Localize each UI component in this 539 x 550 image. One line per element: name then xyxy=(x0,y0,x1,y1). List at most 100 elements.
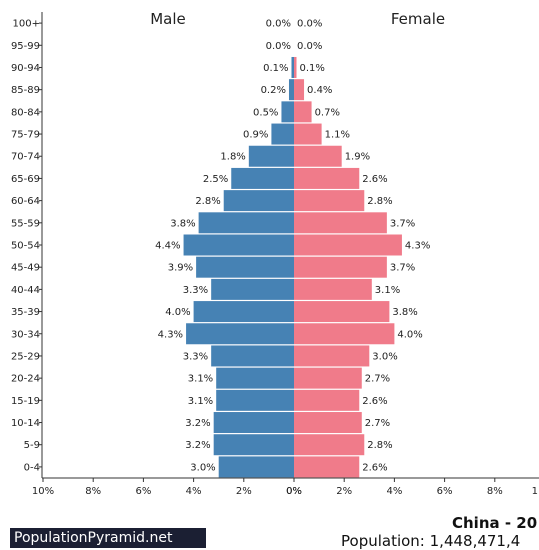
male-value-label-50-54: 4.4% xyxy=(155,241,180,252)
age-label-60-64: 60-64 xyxy=(11,196,40,207)
female-value-label-5-9: 2.8% xyxy=(367,440,392,451)
x-tick-label-right-0: 0% xyxy=(286,486,302,497)
female-bar-50-54 xyxy=(294,234,402,256)
female-bar-15-19 xyxy=(294,389,360,411)
axes-group: 10% 8% 6% 4% 2% 0%0% 2% 4% 6% 8% 1 xyxy=(32,12,539,497)
female-title: Female xyxy=(391,10,445,28)
age-label-20-24: 20-24 xyxy=(11,374,40,385)
male-bar-10-14 xyxy=(213,412,294,434)
age-label-40-44: 40-44 xyxy=(11,285,40,296)
x-tick-label-left-4: 2% xyxy=(236,486,252,497)
country-year-title: China - 20 xyxy=(452,514,538,532)
x-tick-label-right-1: 2% xyxy=(336,486,352,497)
age-label-0-4: 0-4 xyxy=(24,462,40,473)
male-bar-55-59 xyxy=(198,212,294,234)
age-label-80-84: 80-84 xyxy=(11,107,40,118)
age-label-90-94: 90-94 xyxy=(11,63,40,74)
female-value-label-80-84: 0.7% xyxy=(315,107,340,118)
female-bar-55-59 xyxy=(294,212,387,234)
female-value-label-85-89: 0.4% xyxy=(307,85,332,96)
female-bar-0-4 xyxy=(294,456,360,478)
male-value-label-5-9: 3.2% xyxy=(185,440,210,451)
age-label-75-79: 75-79 xyxy=(11,130,40,141)
female-bar-30-34 xyxy=(294,323,395,345)
female-bar-90-94 xyxy=(294,56,297,78)
female-bar-35-39 xyxy=(294,301,390,323)
female-bar-5-9 xyxy=(294,434,365,456)
male-bar-25-29 xyxy=(211,345,294,367)
female-value-label-40-44: 3.1% xyxy=(375,285,400,296)
male-bar-0-4 xyxy=(218,456,294,478)
female-bar-45-49 xyxy=(294,256,387,278)
male-bar-35-39 xyxy=(193,301,294,323)
female-value-label-65-69: 2.6% xyxy=(362,174,387,185)
male-value-label-80-84: 0.5% xyxy=(253,107,278,118)
female-value-label-20-24: 2.7% xyxy=(365,374,390,385)
age-label-85-89: 85-89 xyxy=(11,85,40,96)
male-value-label-70-74: 1.8% xyxy=(220,152,245,163)
x-tick-label-right-4: 8% xyxy=(487,486,503,497)
female-bar-10-14 xyxy=(294,412,362,434)
x-tick-label-right-5: 1 xyxy=(532,486,538,497)
population-total: Population: 1,448,471,4 xyxy=(341,532,521,550)
male-bar-20-24 xyxy=(216,367,294,389)
male-value-label-60-64: 2.8% xyxy=(195,196,220,207)
female-bar-70-74 xyxy=(294,145,342,167)
female-bar-20-24 xyxy=(294,367,362,389)
age-label-95-99: 95-99 xyxy=(11,41,40,52)
male-bar-30-34 xyxy=(186,323,294,345)
male-bar-70-74 xyxy=(248,145,294,167)
male-bar-40-44 xyxy=(211,278,294,300)
age-label-15-19: 15-19 xyxy=(11,396,40,407)
male-bar-85-89 xyxy=(288,79,294,101)
female-value-label-30-34: 4.0% xyxy=(397,329,422,340)
female-value-label-15-19: 2.6% xyxy=(362,396,387,407)
male-bar-50-54 xyxy=(183,234,294,256)
age-label-30-34: 30-34 xyxy=(11,329,40,340)
male-bar-60-64 xyxy=(223,190,294,212)
female-value-label-35-39: 3.8% xyxy=(392,307,417,318)
female-bar-60-64 xyxy=(294,190,365,212)
male-value-label-0-4: 3.0% xyxy=(190,462,215,473)
age-label-35-39: 35-39 xyxy=(11,307,40,318)
age-label-50-54: 50-54 xyxy=(11,241,40,252)
male-value-label-20-24: 3.1% xyxy=(188,374,213,385)
female-bar-65-69 xyxy=(294,167,360,189)
female-bar-85-89 xyxy=(294,79,305,101)
age-label-45-49: 45-49 xyxy=(11,263,40,274)
female-value-label-0-4: 2.6% xyxy=(362,462,387,473)
site-brand-banner[interactable]: PopulationPyramid.net xyxy=(10,528,206,548)
male-bar-45-49 xyxy=(196,256,294,278)
male-value-label-45-49: 3.9% xyxy=(168,263,193,274)
male-value-label-90-94: 0.1% xyxy=(263,63,288,74)
male-value-label-65-69: 2.5% xyxy=(203,174,228,185)
female-value-label-100+: 0.0% xyxy=(297,19,322,30)
age-label-65-69: 65-69 xyxy=(11,174,40,185)
female-bar-75-79 xyxy=(294,123,322,145)
male-value-label-85-89: 0.2% xyxy=(261,85,286,96)
female-bar-40-44 xyxy=(294,278,372,300)
male-value-label-40-44: 3.3% xyxy=(183,285,208,296)
female-value-label-25-29: 3.0% xyxy=(372,351,397,362)
x-tick-label-right-3: 6% xyxy=(437,486,453,497)
female-value-label-55-59: 3.7% xyxy=(390,218,415,229)
male-bar-65-69 xyxy=(231,167,294,189)
female-value-label-70-74: 1.9% xyxy=(345,152,370,163)
female-bar-25-29 xyxy=(294,345,370,367)
age-label-55-59: 55-59 xyxy=(11,218,40,229)
population-pyramid-chart: 0-4 3.0% 2.6% 5-9 3.2% 2.8% 10-14 3.2% 2.7% 15-19… xyxy=(11,10,539,497)
x-tick-label-left-3: 4% xyxy=(186,486,202,497)
x-tick-label-left-5: 0% xyxy=(286,486,302,497)
male-value-label-15-19: 3.1% xyxy=(188,396,213,407)
male-title: Male xyxy=(150,10,186,28)
male-value-label-75-79: 0.9% xyxy=(243,130,268,141)
labels-group: 0-4 3.0% 2.6% 5-9 3.2% 2.8% 10-14 3.2% 2.7% 15-19… xyxy=(11,19,430,474)
female-value-label-45-49: 3.7% xyxy=(390,263,415,274)
x-tick-label-left-2: 6% xyxy=(135,486,151,497)
age-label-100+: 100+ xyxy=(13,19,40,30)
female-value-label-75-79: 1.1% xyxy=(325,130,350,141)
bars-group xyxy=(183,56,402,478)
male-value-label-100+: 0.0% xyxy=(266,19,291,30)
female-value-label-90-94: 0.1% xyxy=(300,63,325,74)
male-value-label-55-59: 3.8% xyxy=(170,218,195,229)
